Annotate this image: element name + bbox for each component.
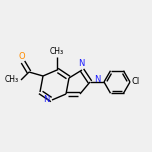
Text: O: O: [19, 52, 25, 61]
Text: N: N: [43, 95, 49, 105]
Text: N: N: [78, 59, 84, 68]
Text: N: N: [94, 76, 100, 85]
Text: CH₃: CH₃: [50, 47, 64, 56]
Text: CH₃: CH₃: [5, 76, 19, 85]
Text: Cl: Cl: [132, 78, 140, 86]
